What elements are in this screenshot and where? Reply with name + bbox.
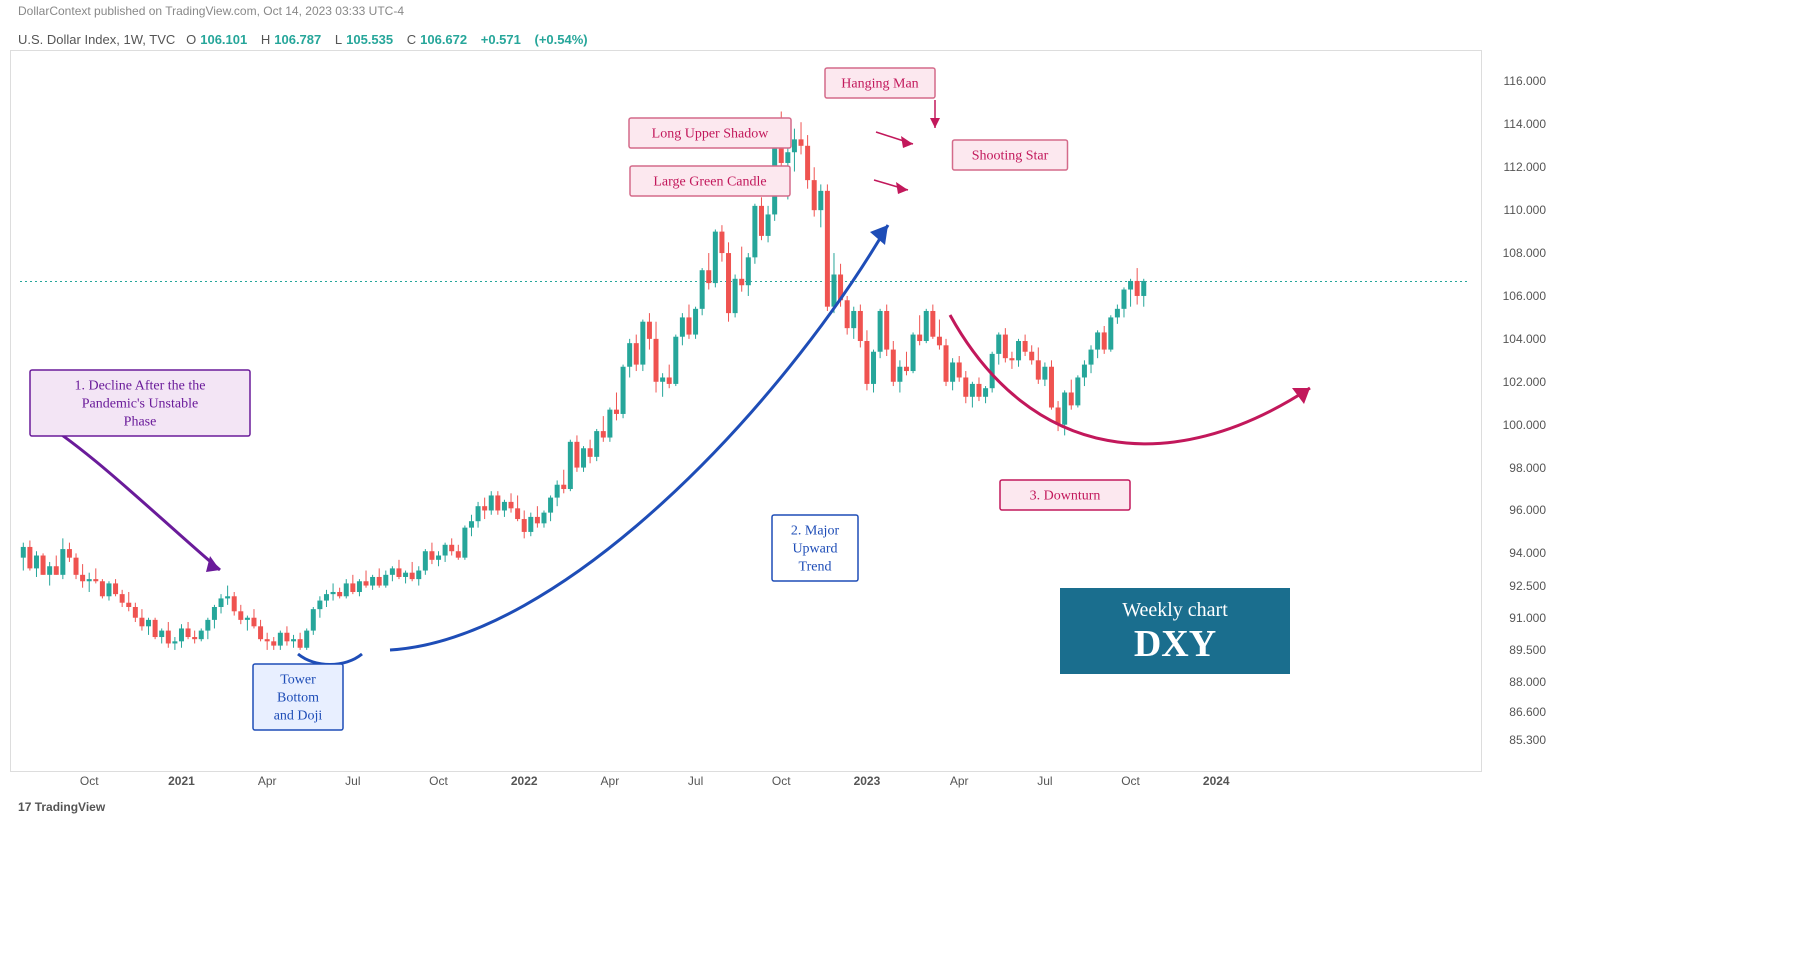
x-tick: 2024 (1203, 774, 1230, 788)
y-axis: 116.000 114.000 112.000 110.000 108.000 106.0… (1480, 50, 1550, 770)
y-tick: 102.000 (1503, 375, 1546, 389)
svg-text:DXY: DXY (1134, 623, 1216, 665)
y-tick: 86.600 (1509, 705, 1546, 719)
ohlc-open: 106.101 (200, 32, 247, 47)
y-tick: 96.000 (1509, 503, 1546, 517)
y-tick: 106.000 (1503, 289, 1546, 303)
svg-text:Shooting Star: Shooting Star (972, 149, 1049, 164)
y-tick: 88.000 (1509, 675, 1546, 689)
y-tick: 91.000 (1509, 611, 1546, 625)
publisher-line: DollarContext published on TradingView.c… (18, 4, 404, 18)
y-tick: 100.000 (1503, 418, 1546, 432)
ohlc-high: 106.787 (274, 32, 321, 47)
x-tick: Oct (429, 774, 448, 788)
x-axis: Oct 2021 Apr Jul Oct 2022 Apr Jul Oct 2023 Apr Jul O… (10, 770, 1480, 800)
y-tick: 116.000 (1504, 74, 1547, 88)
candlestick-chart[interactable]: 1. Decline After the the Pandemic's Unsta… (10, 50, 1480, 770)
svg-text:2. Major: 2. Major (791, 524, 840, 539)
y-tick: 92.500 (1509, 579, 1546, 593)
ohlc-chg: +0.571 (481, 32, 521, 47)
x-tick: Oct (772, 774, 791, 788)
major-arrow (390, 225, 888, 650)
y-tick: 112.000 (1504, 160, 1547, 174)
svg-text:Upward: Upward (792, 542, 837, 557)
x-tick: Oct (1121, 774, 1140, 788)
x-tick: 2023 (854, 774, 881, 788)
svg-text:Pandemic's Unstable: Pandemic's Unstable (82, 397, 198, 412)
y-tick: 108.000 (1503, 246, 1546, 260)
decline-arrow (32, 415, 220, 570)
symbol-title: U.S. Dollar Index, 1W, TVC (18, 32, 175, 47)
y-tick: 110.000 (1504, 203, 1547, 217)
y-tick: 104.000 (1503, 332, 1546, 346)
ohlc-chg-pct: (+0.54%) (535, 32, 588, 47)
y-tick: 98.000 (1509, 461, 1546, 475)
x-tick: Apr (601, 774, 620, 788)
x-tick: Oct (80, 774, 99, 788)
svg-text:Tower: Tower (280, 673, 316, 688)
svg-text:Large Green Candle: Large Green Candle (653, 175, 766, 190)
x-tick: Jul (345, 774, 360, 788)
x-tick: 2021 (168, 774, 195, 788)
svg-text:1. Decline After the the: 1. Decline After the the (74, 379, 205, 394)
svg-text:3. Downturn: 3. Downturn (1030, 489, 1101, 504)
down-arc (950, 315, 1310, 444)
y-tick: 94.000 (1509, 546, 1546, 560)
ohlc-close: 106.672 (420, 32, 467, 47)
x-tick: 2022 (511, 774, 538, 788)
svg-text:Weekly chart: Weekly chart (1122, 599, 1228, 621)
ohlc-header: U.S. Dollar Index, 1W, TVC O106.101 H106… (18, 32, 598, 47)
tradingview-footer: 17 TradingView (18, 800, 105, 814)
x-tick: Apr (950, 774, 969, 788)
x-tick: Jul (688, 774, 703, 788)
svg-text:Bottom: Bottom (277, 691, 319, 706)
svg-text:Hanging Man: Hanging Man (841, 77, 918, 92)
svg-text:and Doji: and Doji (274, 709, 323, 724)
svg-text:Trend: Trend (799, 560, 832, 575)
x-tick: Apr (258, 774, 277, 788)
svg-text:Long Upper Shadow: Long Upper Shadow (652, 127, 770, 142)
y-tick: 114.000 (1504, 117, 1547, 131)
y-tick: 89.500 (1509, 643, 1546, 657)
x-tick: Jul (1037, 774, 1052, 788)
tower-arc (298, 654, 362, 665)
ohlc-low: 105.535 (346, 32, 393, 47)
y-tick: 85.300 (1509, 733, 1546, 747)
svg-text:Phase: Phase (124, 415, 157, 430)
